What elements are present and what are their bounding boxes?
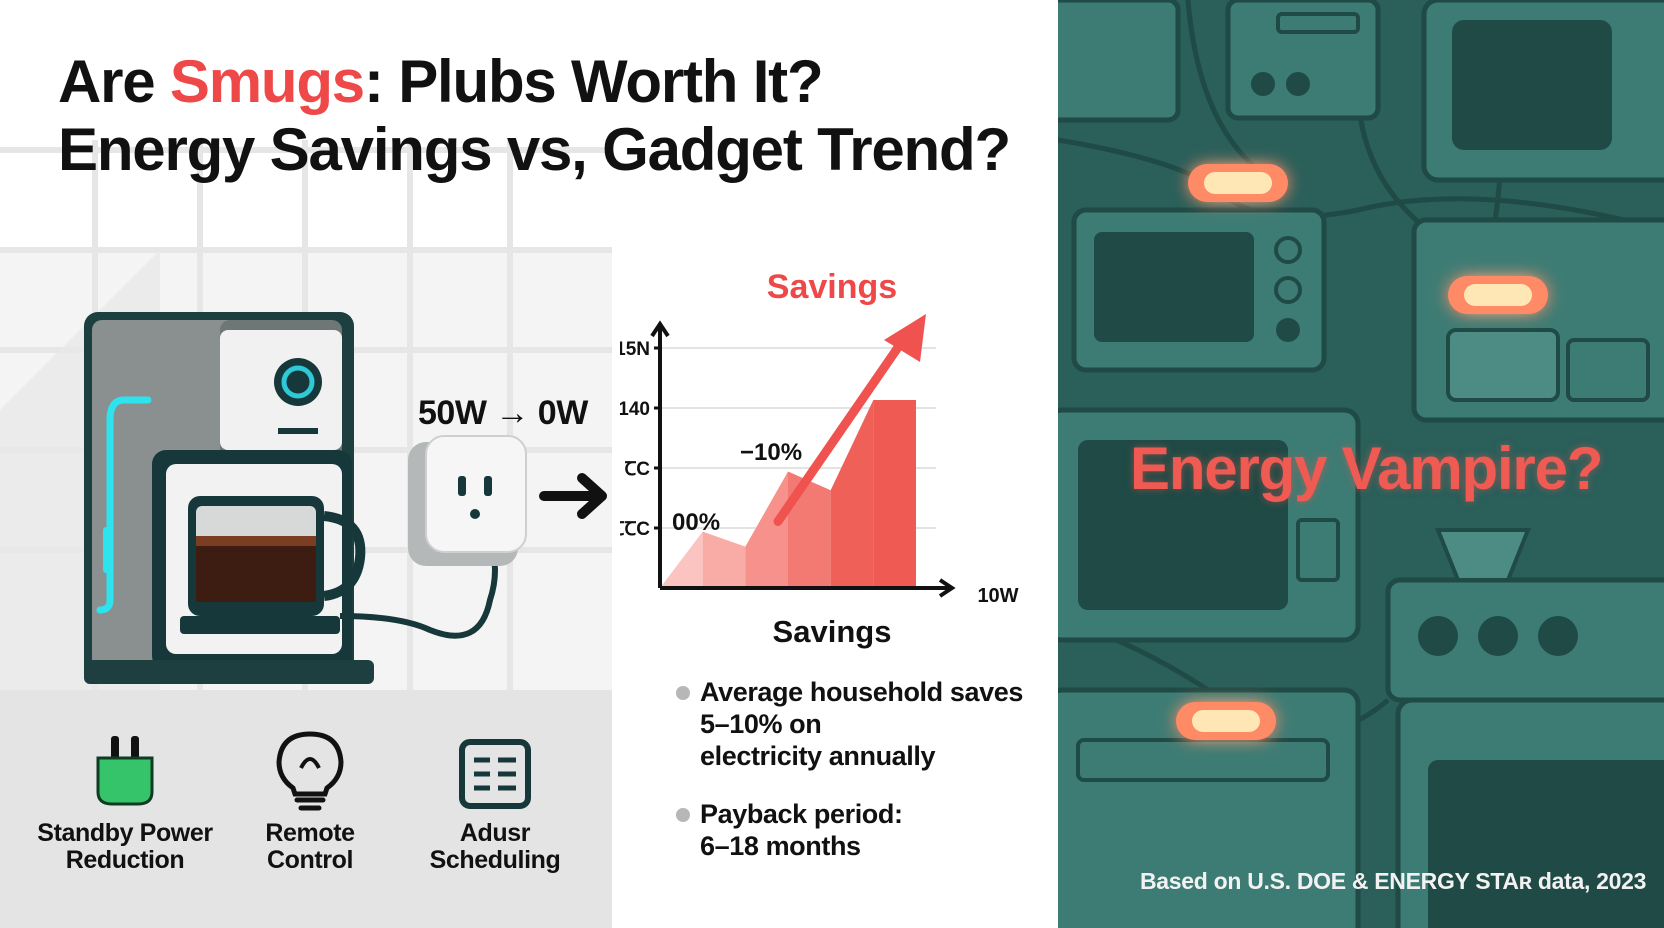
bullet-line: Average household saves bbox=[700, 677, 1023, 707]
bullet-item: Average household saves 5–10% on electri… bbox=[670, 676, 1030, 772]
energy-vampire-headline: Energy Vampire? bbox=[1130, 435, 1603, 502]
feature-label-line: Standby Power bbox=[37, 819, 213, 847]
calendar-icon bbox=[459, 739, 531, 809]
chart-annotation: 00% bbox=[672, 509, 720, 536]
title-accent: Smugs bbox=[169, 48, 365, 115]
title-line-1: Are Smugs: Plubs Worth It? bbox=[58, 48, 1018, 116]
source-note: Based on U.S. DOE & ENERGY STAʀ data, 20… bbox=[1140, 868, 1647, 894]
feature-label: Remote Control bbox=[235, 820, 385, 874]
feature-label-line: Reduction bbox=[65, 846, 185, 874]
chart-annotation: −10% bbox=[740, 439, 802, 466]
bullet-line: electricity annually bbox=[700, 741, 936, 771]
chart-trend-line bbox=[773, 325, 915, 526]
bullet-dot bbox=[676, 808, 690, 822]
chart-area-segment bbox=[745, 471, 788, 588]
savings-chart: Savings 15N 140 ꞆC ꞆꞆC 00% −10% Savings 10W bbox=[613, 268, 1020, 655]
plug-icon bbox=[96, 736, 154, 806]
feature-label-line: Adusr bbox=[459, 819, 531, 847]
chart-x-axis-title: Savings bbox=[773, 614, 892, 649]
title-line-2: Energy Savings vs, Gadget Trend? bbox=[58, 116, 1011, 183]
title-prefix: Are bbox=[58, 48, 170, 115]
bullet-line: 5–10% on bbox=[700, 709, 822, 739]
chart-y-tick-label: ꞆꞆC bbox=[620, 519, 650, 540]
power-draw-label: 50W → 0W bbox=[418, 394, 588, 432]
feature-scheduling: Adusr Scheduling bbox=[410, 728, 580, 874]
coffee-maker-illustration bbox=[70, 300, 630, 705]
bullet-line: Payback period: bbox=[700, 799, 903, 829]
chart-area-segment bbox=[830, 400, 874, 588]
bullet-dot bbox=[676, 686, 690, 700]
title-suffix: : Plubs Worth It? bbox=[363, 48, 824, 115]
bullet-list: Average household saves 5–10% on electri… bbox=[670, 676, 1030, 862]
feature-label-line: Remote bbox=[265, 819, 355, 847]
appliance-wall-illustration bbox=[1058, 0, 1664, 928]
chart-x-end-label: 10W bbox=[977, 585, 1018, 607]
chart-area-segment bbox=[660, 531, 703, 588]
page-title: Are Smugs: Plubs Worth It? Energy Saving… bbox=[58, 48, 1018, 184]
bulb-icon bbox=[276, 731, 344, 811]
bullet-item: Payback period: 6–18 months bbox=[670, 798, 1030, 862]
chart-y-tick-label: 140 bbox=[620, 399, 650, 420]
feature-standby: Standby Power Reduction bbox=[30, 728, 220, 874]
chart-trend-arrowhead bbox=[884, 314, 926, 362]
feature-label-line: Control bbox=[266, 846, 354, 874]
chart-area-segment bbox=[788, 471, 831, 588]
chart-y-tick-label: 15N bbox=[620, 339, 650, 360]
chart-y-tick-label: ꞆC bbox=[624, 459, 650, 480]
bullet-line: 6–18 months bbox=[700, 831, 861, 861]
feature-label: Adusr Scheduling bbox=[410, 820, 580, 874]
chart-y-axis-arrow bbox=[650, 320, 670, 338]
chart-x-axis-arrow bbox=[938, 578, 956, 598]
chart-area-segment bbox=[873, 400, 916, 588]
feature-label-line: Scheduling bbox=[429, 846, 561, 874]
feature-remote: Remote Control bbox=[235, 728, 385, 874]
chart-title: Savings bbox=[767, 270, 897, 306]
feature-label: Standby Power Reduction bbox=[30, 820, 220, 874]
chart-area-segment bbox=[702, 531, 746, 588]
